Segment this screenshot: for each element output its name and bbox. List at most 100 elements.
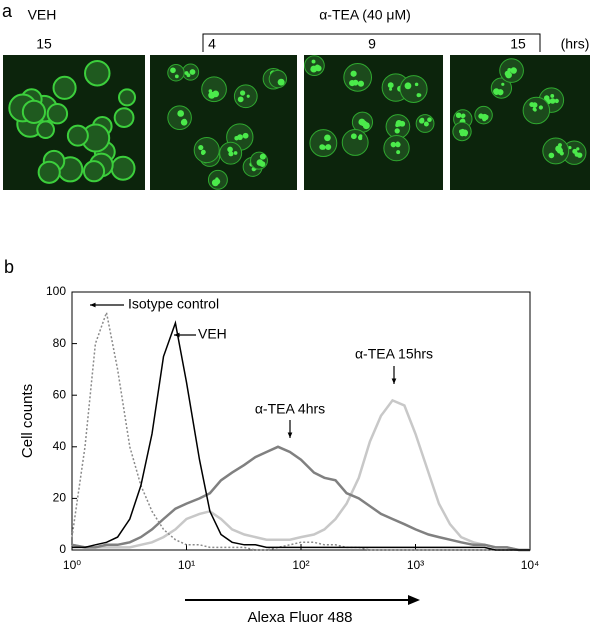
granule [239, 90, 246, 96]
panel-label: a [2, 1, 13, 21]
x-arrow-head [408, 595, 420, 605]
time-label: 4 [208, 36, 216, 52]
granule [576, 147, 580, 151]
granule [505, 71, 512, 79]
cell [341, 129, 369, 156]
granule [389, 87, 393, 91]
cell [110, 155, 136, 181]
cell [399, 75, 428, 103]
granule [461, 114, 465, 119]
granule [212, 90, 220, 98]
cell [201, 76, 227, 103]
granule [349, 80, 356, 87]
legend-annotation: α-TEA 15hrs [355, 346, 433, 362]
annotation-arrow-head [90, 302, 96, 308]
unit-label: (hrs) [561, 36, 590, 52]
granule [572, 148, 578, 154]
histogram-line [71, 398, 530, 552]
granule [482, 117, 487, 122]
cell [309, 129, 338, 158]
cell [167, 105, 192, 131]
granule [387, 82, 394, 89]
annotation-arrow-head [174, 332, 180, 338]
granule [416, 93, 421, 98]
granule [177, 110, 185, 117]
cell [46, 103, 69, 125]
granule [259, 153, 266, 160]
veh-label: VEH [28, 7, 57, 23]
granule [427, 117, 432, 123]
legend-annotation: Isotype control [128, 296, 219, 312]
granule [556, 147, 563, 154]
granule [531, 102, 538, 108]
legend-annotation: VEH [198, 326, 227, 342]
granule [501, 82, 505, 86]
granule [358, 118, 366, 126]
granule [458, 129, 463, 134]
granule [198, 144, 204, 151]
histogram-line [71, 309, 530, 551]
veh-time: 15 [36, 36, 52, 52]
granule [233, 151, 238, 155]
x-tick-label: 10¹ [178, 558, 195, 572]
cell [233, 84, 258, 109]
histogram-line [71, 445, 530, 552]
micrographs [3, 55, 590, 190]
cell [383, 134, 410, 162]
granule [311, 59, 316, 64]
x-axis-label: Alexa Fluor 488 [247, 609, 352, 625]
granule [182, 118, 187, 123]
granule [234, 136, 239, 141]
y-tick-label: 100 [46, 284, 66, 298]
granule [170, 67, 176, 74]
granule [414, 82, 419, 87]
granule [237, 96, 244, 103]
y-tick-label: 20 [53, 491, 67, 505]
cell [167, 64, 185, 82]
granule [543, 95, 550, 101]
granule [186, 73, 191, 78]
granule [279, 79, 285, 84]
annotation-arrow-head [287, 432, 293, 438]
cell [82, 160, 106, 183]
y-tick-label: 80 [53, 336, 67, 350]
granule [321, 145, 326, 150]
y-tick-label: 40 [53, 439, 67, 453]
granule [325, 144, 332, 150]
granule [189, 69, 196, 75]
cell [66, 124, 89, 147]
x-tick-label: 10⁴ [521, 558, 540, 572]
granule [227, 146, 233, 153]
granule [246, 94, 250, 98]
granule [533, 108, 537, 112]
cell [113, 107, 135, 128]
granule [350, 70, 357, 77]
granule [554, 98, 559, 104]
granule [350, 133, 357, 140]
granule [420, 117, 425, 122]
granule [256, 159, 264, 166]
cell [36, 120, 55, 140]
legend-annotation: α-TEA 4hrs [255, 401, 325, 417]
granule [394, 128, 400, 134]
cell [21, 99, 47, 124]
granule [558, 143, 562, 148]
cell [193, 137, 220, 164]
granule [208, 89, 213, 93]
cell [37, 160, 61, 184]
histogram-line [72, 320, 530, 551]
x-tick-label: 10³ [407, 558, 424, 572]
bracket [202, 33, 541, 52]
granule [395, 141, 401, 148]
x-tick-label: 10² [292, 558, 309, 572]
granule [550, 94, 555, 98]
granule [395, 120, 403, 127]
granule [497, 89, 504, 96]
granule [242, 132, 249, 139]
x-tick-label: 10⁰ [63, 558, 81, 572]
granule [548, 152, 555, 159]
panel-label: b [4, 257, 14, 277]
granule [538, 105, 543, 110]
granule [455, 112, 462, 119]
